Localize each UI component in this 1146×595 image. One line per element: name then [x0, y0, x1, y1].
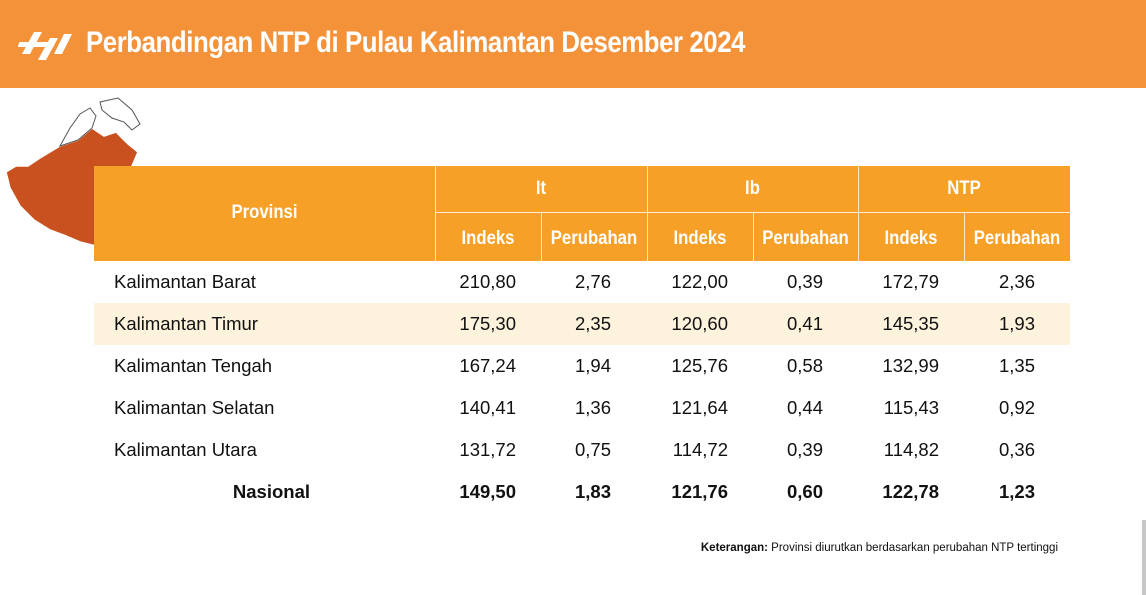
it-perubahan: 1,36: [574, 397, 611, 418]
ntp-perubahan: 0,92: [998, 397, 1035, 418]
table-row: Kalimantan Utara 131,72 0,75 114,72 0,39…: [94, 429, 1070, 471]
footnote-text: Provinsi diurutkan berdasarkan perubahan…: [767, 542, 1058, 554]
it-perubahan: 2,35: [574, 313, 611, 334]
ib-perubahan: 0,39: [786, 439, 823, 460]
ntp-perubahan: 2,36: [998, 271, 1035, 292]
it-perubahan: 2,76: [574, 271, 611, 292]
bps-logo-icon: [18, 32, 72, 60]
ntp-perubahan: 1,35: [998, 355, 1035, 376]
header-group-it: It: [535, 178, 547, 199]
page-edge-divider: [1142, 520, 1146, 595]
province-name: Kalimantan Timur: [114, 313, 258, 334]
it-indeks: 140,41: [459, 397, 516, 418]
ib-perubahan: 0,58: [786, 355, 823, 376]
ib-indeks: 122,00: [671, 271, 728, 292]
it-indeks: 175,30: [459, 313, 516, 334]
header-ib-indeks: Indeks: [673, 228, 727, 249]
ib-indeks: 121,64: [671, 397, 728, 418]
header-group-ntp: NTP: [947, 178, 981, 199]
ntp-perubahan: 0,36: [998, 439, 1035, 460]
ntp-perubahan: 1,23: [998, 481, 1035, 502]
ntp-perubahan: 1,93: [998, 313, 1035, 334]
header-it-perubahan: Perubahan: [550, 228, 638, 249]
header-group-ib: Ib: [745, 178, 760, 199]
table-header: Provinsi It Ib NTP Indeks Perubahan Inde…: [94, 166, 1070, 261]
ib-perubahan: 0,60: [786, 481, 823, 502]
table-row: Kalimantan Tengah 167,24 1,94 125,76 0,5…: [94, 345, 1070, 387]
province-name: Kalimantan Tengah: [114, 355, 273, 376]
table-row: Kalimantan Barat 210,80 2,76 122,00 0,39…: [94, 261, 1070, 303]
ib-indeks: 125,76: [671, 355, 728, 376]
ib-perubahan: 0,39: [786, 271, 823, 292]
ntp-indeks: 115,43: [883, 397, 939, 418]
footnote-label: Keterangan:: [700, 542, 768, 554]
table-row-total: Nasional 149,50 1,83 121,76 0,60 122,78 …: [94, 471, 1070, 513]
province-name: Kalimantan Barat: [114, 271, 256, 292]
table-row: Kalimantan Selatan 140,41 1,36 121,64 0,…: [94, 387, 1070, 429]
it-indeks: 131,72: [459, 439, 516, 460]
ib-indeks: 121,76: [671, 481, 728, 502]
ntp-table: Provinsi It Ib NTP Indeks Perubahan Inde…: [94, 166, 1070, 513]
header-banner: Perbandingan NTP di Pulau Kalimantan Des…: [0, 0, 1146, 88]
ib-indeks: 120,60: [671, 313, 728, 334]
header-ntp-perubahan: Perubahan: [973, 228, 1061, 249]
total-label: Nasional: [232, 481, 310, 502]
it-indeks: 149,50: [459, 481, 516, 502]
province-name: Kalimantan Selatan: [114, 397, 275, 418]
header-ntp-indeks: Indeks: [884, 228, 938, 249]
table-row: Kalimantan Timur 175,30 2,35 120,60 0,41…: [94, 303, 1070, 345]
it-perubahan: 1,94: [574, 355, 611, 376]
it-indeks: 210,80: [459, 271, 516, 292]
ib-indeks: 114,72: [672, 439, 728, 460]
ib-perubahan: 0,41: [786, 313, 823, 334]
it-perubahan: 1,83: [574, 481, 611, 502]
header-ib-perubahan: Perubahan: [762, 228, 849, 249]
ntp-indeks: 172,79: [882, 271, 939, 292]
ntp-indeks: 132,99: [882, 355, 939, 376]
ntp-indeks: 114,82: [883, 439, 939, 460]
footnote: Keterangan: Provinsi diurutkan berdasark…: [701, 542, 1058, 554]
province-name: Kalimantan Utara: [114, 439, 257, 460]
page-title: Perbandingan NTP di Pulau Kalimantan Des…: [86, 26, 746, 59]
ntp-indeks: 145,35: [882, 313, 939, 334]
table-body: Kalimantan Barat 210,80 2,76 122,00 0,39…: [94, 261, 1070, 513]
header-it-indeks: Indeks: [461, 228, 515, 249]
ib-perubahan: 0,44: [786, 397, 823, 418]
it-perubahan: 0,75: [574, 439, 611, 460]
it-indeks: 167,24: [459, 355, 516, 376]
header-provinsi: Provinsi: [231, 202, 298, 223]
ntp-indeks: 122,78: [882, 481, 939, 502]
